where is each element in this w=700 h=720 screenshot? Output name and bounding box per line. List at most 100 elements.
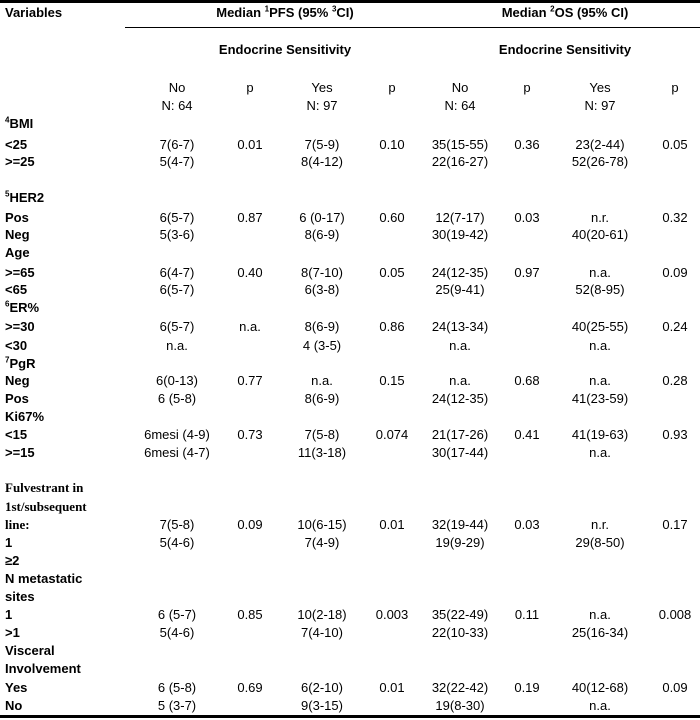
median-cell: 6 (0-17) — [299, 210, 345, 225]
row-label-text: <30 — [5, 338, 28, 353]
median-cell: 30(19-42) — [431, 227, 489, 242]
row-label-text: sites — [5, 589, 35, 604]
median-cell: 5(4-7) — [159, 154, 195, 169]
median-cell: 6 (5-8) — [157, 680, 197, 695]
median-cell: n.a. — [449, 338, 471, 353]
p-value-cell: 0.68 — [514, 373, 540, 388]
row-label: Visceral — [5, 643, 55, 659]
row-label: 1 — [5, 535, 12, 551]
median-cell: 10(6-15) — [297, 517, 347, 532]
row-label: 5HER2 — [5, 190, 44, 206]
median-cell: 23(2-44) — [575, 137, 625, 152]
median-cell: n.a. — [166, 338, 188, 353]
p-value-cell: 0.36 — [514, 137, 540, 152]
median-cell: 5(4-6) — [159, 625, 195, 640]
variables-header: Variables — [5, 5, 63, 20]
row-label: No — [5, 698, 22, 714]
top-rule — [0, 0, 700, 3]
row-label: sites — [5, 589, 35, 605]
median-cell: 19(8-30) — [435, 698, 485, 713]
median-cell: 6(5-7) — [159, 282, 195, 297]
median-cell: 8(4-12) — [301, 154, 343, 169]
row-label: <65 — [5, 282, 27, 298]
median-cell: 24(12-35) — [431, 391, 489, 406]
median-cell: 8(6-9) — [304, 227, 340, 242]
median-cell: 12(7-17) — [435, 210, 485, 225]
median-cell: 6 (5-8) — [157, 391, 197, 406]
p-value-cell: 0.008 — [658, 607, 692, 622]
median-cell: 7(4-9) — [304, 535, 340, 550]
row-label: Pos — [5, 391, 29, 407]
row-label-text: Fulvestrant in — [5, 480, 84, 495]
p-value-cell: 0.41 — [514, 427, 540, 442]
row-label: >=15 — [5, 445, 35, 461]
p-value-cell: 0.09 — [662, 680, 688, 695]
median-cell: n.a. — [589, 373, 611, 388]
row-label-text: ≥2 — [5, 553, 20, 568]
row-label: Fulvestrant in — [5, 480, 83, 496]
footnote-mark: 1 — [264, 4, 270, 14]
row-label-text: N metastatic — [5, 571, 83, 586]
median-cell: 24(12-35) — [431, 265, 489, 280]
p-value-cell: 0.01 — [237, 137, 263, 152]
median-cell: 7(6-7) — [159, 137, 195, 152]
p-value-cell: 0.15 — [379, 373, 405, 388]
median-cell: 22(10-33) — [431, 625, 489, 640]
row-label-text: >=65 — [5, 265, 35, 280]
row-label-text: >=15 — [5, 445, 35, 460]
row-label-text: BMI — [9, 116, 34, 131]
row-label-text: >=30 — [5, 319, 35, 334]
median-cell: 40(12-68) — [571, 680, 629, 695]
row-label: Ki67% — [5, 409, 44, 425]
p-value-cell: 0.17 — [662, 517, 688, 532]
p-value-cell: 0.03 — [514, 517, 540, 532]
column-n: N: 97 — [584, 98, 616, 113]
row-label-text: Involvement — [5, 661, 81, 676]
row-label-text: 1 — [5, 535, 13, 550]
row-label: 4BMI — [5, 116, 33, 132]
row-label-text: Neg — [5, 373, 30, 388]
row-label-text: 1 — [5, 607, 13, 622]
os-header-text: Median — [501, 5, 551, 20]
p-value-cell: 0.19 — [514, 680, 540, 695]
median-cell: 40(20-61) — [571, 227, 629, 242]
row-label-text: Age — [5, 245, 30, 260]
median-cell: 22(16-27) — [431, 154, 489, 169]
median-cell: 40(25-55) — [571, 319, 629, 334]
row-label: 7PgR — [5, 356, 35, 372]
column-n: N: 64 — [161, 98, 193, 113]
row-label-text: Ki67% — [5, 409, 45, 424]
os-header-text: OS (95% CI) — [554, 5, 629, 20]
p-value-cell: 0.97 — [514, 265, 540, 280]
median-cell: n.a. — [589, 698, 611, 713]
median-cell: 6mesi (4-9) — [144, 427, 210, 442]
p-value-cell: 0.40 — [237, 265, 263, 280]
row-label-text: >1 — [5, 625, 20, 640]
row-label: line: — [5, 517, 30, 533]
p-value-cell: 0.05 — [379, 265, 405, 280]
pfs-header-text: CI) — [336, 5, 354, 20]
row-label-text: line: — [5, 517, 30, 532]
row-label: Yes — [5, 680, 27, 696]
p-value-cell: 0.09 — [237, 517, 263, 532]
row-label: >=30 — [5, 319, 35, 335]
median-cell: n.a. — [589, 607, 611, 622]
row-label-text: PgR — [9, 356, 36, 371]
row-label-text: >=25 — [5, 154, 35, 169]
median-cell: 25(9-41) — [435, 282, 485, 297]
median-cell: n.r. — [590, 210, 610, 225]
row-label: <15 — [5, 427, 27, 443]
row-label-text: ER% — [9, 300, 40, 315]
row-label: <25 — [5, 137, 27, 153]
median-cell: 24(13-34) — [431, 319, 489, 334]
column-header-p: p — [388, 80, 396, 95]
column-header-yes: Yes — [589, 80, 611, 95]
median-cell: 52(26-78) — [571, 154, 629, 169]
p-value-cell: 0.01 — [379, 517, 405, 532]
median-cell: 7(5-8) — [304, 427, 340, 442]
footnote-mark: 6 — [5, 299, 10, 309]
median-cell: 35(22-49) — [431, 607, 489, 622]
row-label: ≥2 — [5, 553, 19, 569]
median-cell: 25(16-34) — [571, 625, 629, 640]
p-value-cell: 0.003 — [375, 607, 409, 622]
